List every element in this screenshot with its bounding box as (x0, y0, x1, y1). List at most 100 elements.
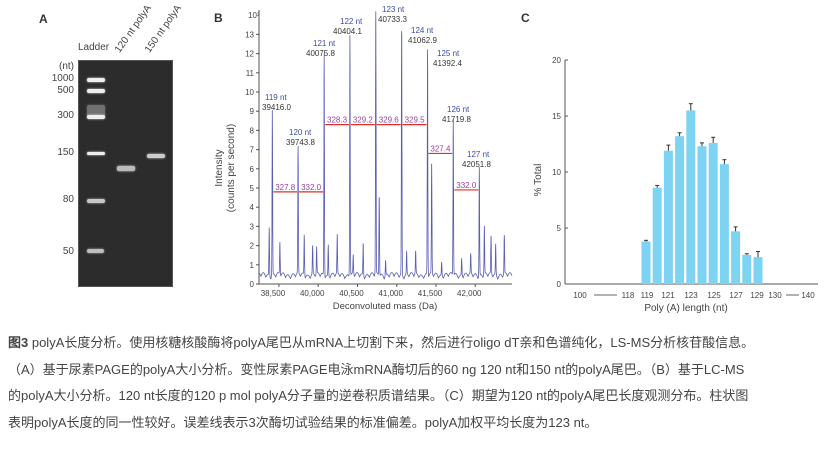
peak-mass-label: 42051.8 (462, 160, 491, 169)
b-ytick-label: 4 (250, 203, 255, 212)
bar (641, 241, 651, 284)
marker-1000: 1000 (51, 73, 74, 84)
c-xtick-label: 140 (801, 291, 815, 300)
ladder-band-1000 (87, 78, 105, 82)
panel-a-label: A (39, 12, 48, 26)
mass-diff-label: 332.0 (301, 183, 322, 192)
peak-mass-label: 40075.8 (306, 49, 335, 58)
marker-50: 50 (62, 246, 74, 257)
marker-150: 150 (57, 147, 74, 158)
band-150nt (147, 154, 165, 158)
bar (719, 164, 729, 284)
bar (663, 150, 673, 284)
b-xlabel: Deconvoluted mass (Da) (333, 301, 438, 312)
peak-label: 121 nt (313, 39, 336, 48)
mass-diff-label: 332.0 (456, 181, 477, 190)
c-ytick-label: 0 (557, 280, 562, 289)
caption-text-1: polyA长度分析。使用核糖核酸酶将polyA尾巴从mRNA上切割下来，然后进行… (28, 335, 755, 350)
ladder-band-150 (87, 152, 105, 155)
bar (686, 110, 696, 285)
peak-label: 120 nt (289, 128, 312, 137)
b-xtick-label: 41,000 (378, 289, 403, 298)
b-xtick-label: 41,500 (418, 289, 443, 298)
bar (753, 257, 763, 284)
caption-line-4: 表明polyA长度的同一性较好。误差线表示3次酶切试验结果的标准偏差。polyA… (8, 414, 598, 430)
mass-diff-label: 328.3 (327, 116, 348, 125)
peak-label: 127 nt (467, 150, 490, 159)
b-xtick-label: 40,500 (339, 289, 364, 298)
peak-mass-label: 39743.8 (286, 138, 315, 147)
marker-300: 300 (57, 110, 74, 121)
band-120nt (117, 166, 135, 171)
peak-mass-label: 41719.8 (442, 115, 471, 124)
figure-number: 图3 (8, 335, 29, 350)
peak-label: 126 nt (447, 105, 470, 114)
b-ytick-label: 12 (245, 50, 254, 59)
mass-diff-label: 327.4 (430, 144, 451, 153)
peak-mass-label: 39416.0 (262, 103, 291, 112)
ladder-band-50 (87, 249, 104, 253)
b-ytick-label: 11 (246, 69, 255, 78)
bar (742, 254, 752, 284)
peak-mass-label: 40733.3 (378, 15, 407, 24)
c-xtick-label: 130 (768, 291, 782, 300)
c-xtick-label: 127 (729, 291, 743, 300)
mass-diff-label: 329.5 (405, 116, 426, 125)
b-ytick-label: 0 (250, 280, 255, 289)
peak-mass-label: 40404.1 (333, 27, 362, 36)
b-ylabel-line1: Intensity (214, 149, 225, 186)
b-xtick-label: 38,500 (261, 289, 286, 298)
mass-diff-label: 329.6 (379, 116, 400, 125)
spectrum-trace (258, 11, 513, 280)
b-ytick-label: 10 (245, 88, 254, 97)
b-ytick-label: 3 (250, 222, 255, 231)
b-ytick-label: 13 (245, 30, 254, 39)
ladder-label: Ladder (78, 42, 110, 53)
ladder-band-300 (87, 115, 105, 119)
mass-diff-label: 329.2 (353, 116, 374, 125)
bar (675, 136, 685, 284)
ladder-band-500 (87, 89, 105, 93)
mass-diff-label: 327.8 (275, 183, 296, 192)
c-ytick-label: 10 (552, 168, 561, 177)
c-xtick-label: 118 (622, 291, 635, 300)
c-xtick-label: 100 (573, 291, 587, 300)
b-ytick-label: 5 (250, 184, 255, 193)
peak-label: 123 nt (382, 5, 405, 14)
b-ytick-label: 1 (250, 261, 255, 270)
c-ytick-label: 5 (557, 224, 562, 233)
b-ytick-label: 9 (250, 107, 255, 116)
c-ytick-label: 15 (552, 112, 561, 121)
b-ytick-label: 6 (250, 165, 255, 174)
peak-mass-label: 41062.9 (408, 36, 437, 45)
c-ylabel: % Total (533, 164, 544, 197)
b-ytick-label: 8 (250, 126, 255, 135)
caption-line-2: （A）基于尿素PAGE的polyA大小分析。变性尿素PAGE电泳mRNA酶切后的… (8, 361, 745, 377)
marker-500: 500 (57, 85, 74, 96)
peak-label: 124 nt (411, 26, 434, 35)
c-ytick-label: 20 (552, 56, 561, 65)
b-xtick-label: 42,000 (457, 289, 482, 298)
marker-80: 80 (62, 194, 74, 205)
gel-image (78, 60, 173, 287)
peak-mass-label: 41392.4 (433, 59, 462, 68)
c-xlabel: Poly (A) length (nt) (644, 303, 727, 314)
panel-b-label: B (214, 11, 223, 25)
c-xtick-label: 123 (684, 291, 698, 300)
c-xtick-label: 121 (661, 291, 675, 300)
peak-label: 122 nt (340, 17, 363, 26)
caption-line-1: 图3 polyA长度分析。使用核糖核酸酶将polyA尾巴从mRNA上切割下来，然… (8, 330, 828, 357)
b-ytick-label: 2 (250, 242, 255, 251)
bar (708, 142, 718, 284)
c-xtick-label: 119 (641, 291, 654, 300)
ladder-smear (87, 105, 105, 117)
figure-caption: 图3 polyA长度分析。使用核糖核酸酶将polyA尾巴从mRNA上切割下来，然… (8, 330, 828, 436)
bar (731, 231, 741, 284)
bar (652, 187, 662, 284)
peak-label: 125 nt (437, 49, 460, 58)
c-xtick-label: 125 (707, 291, 721, 300)
c-xtick-label: 129 (750, 291, 764, 300)
b-ytick-label: 7 (250, 146, 255, 155)
unit-label: (nt) (59, 61, 74, 72)
